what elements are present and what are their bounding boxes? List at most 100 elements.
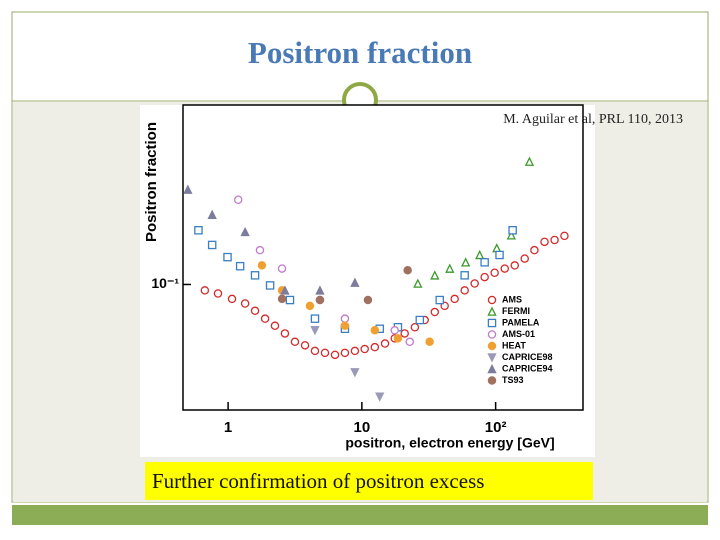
marker xyxy=(207,240,217,250)
marker xyxy=(435,295,444,305)
marker xyxy=(487,376,497,385)
marker xyxy=(500,264,509,273)
marker xyxy=(363,295,373,305)
marker xyxy=(310,314,320,323)
marker xyxy=(360,344,369,354)
marker xyxy=(255,245,265,255)
plot-frame xyxy=(182,104,584,411)
marker xyxy=(375,392,385,402)
legend-label: TS93 xyxy=(502,375,524,385)
marker xyxy=(320,348,330,358)
marker xyxy=(350,368,360,378)
marker xyxy=(430,270,440,280)
legend-label: PAMELA xyxy=(502,317,540,327)
legend-label: AMS-01 xyxy=(502,329,535,339)
marker xyxy=(487,363,497,374)
caption: Further confirmation of positron excess xyxy=(152,469,484,493)
marker xyxy=(340,348,350,358)
chart-panel xyxy=(140,105,595,457)
marker xyxy=(380,339,390,348)
caption-box xyxy=(145,462,593,500)
marker xyxy=(487,318,497,328)
marker xyxy=(460,271,469,280)
marker xyxy=(393,334,403,343)
x-axis-title: positron, electron energy [GeV] xyxy=(345,435,554,451)
marker xyxy=(200,286,210,295)
marker xyxy=(480,258,489,267)
marker xyxy=(257,261,267,270)
footer-bar xyxy=(12,505,708,525)
marker xyxy=(340,321,350,331)
legend-label: FERMI xyxy=(502,306,530,316)
marker xyxy=(277,264,287,273)
citation: M. Aguilar et al, PRL 110, 2013 xyxy=(503,112,683,127)
marker xyxy=(285,295,295,305)
marker xyxy=(265,281,275,290)
y-tick-label: 10⁻¹ xyxy=(151,275,179,291)
marker xyxy=(430,307,440,317)
marker xyxy=(461,257,471,267)
marker xyxy=(405,337,414,347)
marker xyxy=(277,294,287,304)
marker xyxy=(480,272,489,282)
marker xyxy=(487,341,497,351)
marker xyxy=(194,226,203,235)
legend-label: CAPRICE94 xyxy=(502,363,553,373)
marker xyxy=(487,306,497,316)
x-tick-label: 10 xyxy=(354,419,371,436)
marker xyxy=(350,346,360,356)
marker xyxy=(315,295,325,305)
marker xyxy=(300,341,310,350)
marker xyxy=(223,252,232,262)
marker xyxy=(207,209,217,219)
marker xyxy=(487,330,497,339)
marker xyxy=(305,301,315,311)
marker xyxy=(280,329,290,338)
marker xyxy=(487,353,497,363)
y-axis-title: Positron fraction xyxy=(143,122,160,242)
x-tick-label: 10² xyxy=(485,419,507,436)
marker xyxy=(330,350,340,360)
marker xyxy=(403,265,412,275)
marker xyxy=(425,337,434,347)
marker xyxy=(490,268,499,277)
marker xyxy=(495,250,504,260)
marker xyxy=(415,315,425,325)
legend-label: AMS xyxy=(502,294,522,304)
marker xyxy=(233,195,243,204)
marker xyxy=(290,337,300,347)
marker xyxy=(470,279,479,288)
marker xyxy=(240,299,250,308)
marker xyxy=(400,329,409,338)
marker xyxy=(370,342,380,352)
legend-label: CAPRICE98 xyxy=(502,352,553,362)
marker xyxy=(250,271,260,280)
marker xyxy=(280,285,290,295)
legend-label: HEAT xyxy=(502,340,526,350)
marker xyxy=(235,261,245,271)
marker xyxy=(370,326,380,335)
marker xyxy=(445,263,455,273)
marker xyxy=(475,249,485,260)
marker xyxy=(560,231,569,241)
marker xyxy=(213,289,223,298)
marker xyxy=(227,294,237,304)
marker xyxy=(540,237,549,247)
marker xyxy=(310,326,320,336)
marker xyxy=(260,314,270,323)
marker xyxy=(524,156,535,166)
marker xyxy=(530,245,539,255)
marker xyxy=(183,184,193,194)
marker xyxy=(413,278,423,288)
marker xyxy=(250,306,260,316)
marker xyxy=(550,235,559,245)
chart: Positron fraction positron, electron ene… xyxy=(143,104,584,451)
marker xyxy=(390,326,399,335)
marker xyxy=(240,226,250,237)
marker xyxy=(340,314,350,323)
marker xyxy=(450,294,459,304)
marker xyxy=(510,261,520,270)
marker xyxy=(410,323,420,332)
